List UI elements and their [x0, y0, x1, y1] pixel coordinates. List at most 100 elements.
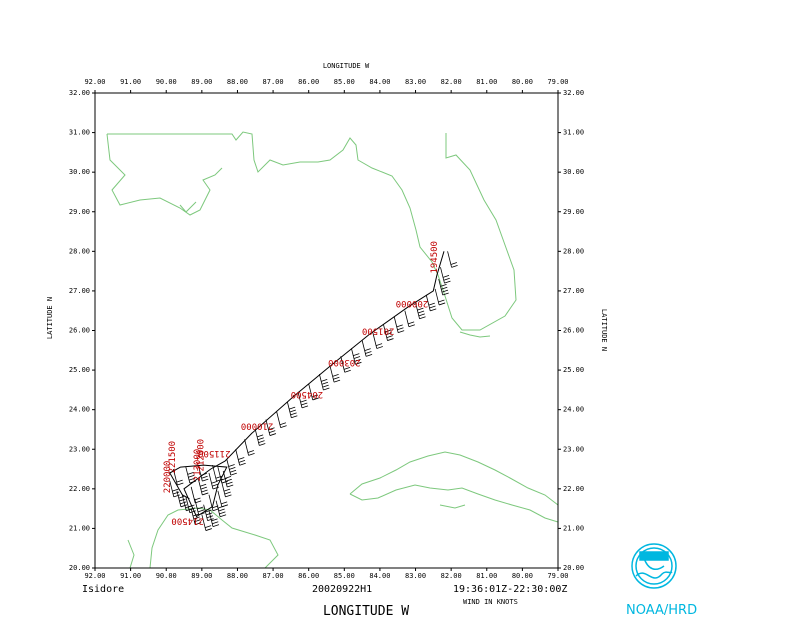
- lon-tick-label-top: 79.00: [547, 78, 568, 86]
- lat-tick-label-right: 25.00: [563, 366, 584, 374]
- lat-tick-label-left: 25.00: [69, 366, 90, 374]
- noaa-logo-icon: [631, 543, 677, 589]
- lon-tick-label-top: 86.00: [298, 78, 319, 86]
- wind-barb: [254, 429, 266, 446]
- lon-tick-label-top: 81.00: [476, 78, 497, 86]
- wind-barb: [208, 472, 220, 490]
- time-label: 200000: [396, 298, 429, 308]
- wind-barb: [276, 411, 287, 429]
- lat-tick-label-right: 30.00: [563, 168, 584, 176]
- wind-barb: [447, 251, 458, 268]
- lon-tick-label-bottom: 85.00: [334, 572, 355, 580]
- plot-frame: [94, 92, 559, 569]
- wind-barb: [265, 419, 277, 436]
- lon-tick-label-top: 84.00: [369, 78, 390, 86]
- lon-tick-label-bottom: 92.00: [84, 572, 105, 580]
- wind-barb: [201, 514, 212, 531]
- wind-barb: [318, 373, 330, 391]
- time-label: 203000: [328, 357, 361, 367]
- wind-barb: [208, 510, 220, 527]
- wind-barb: [208, 494, 220, 512]
- lon-tick-label-bottom: 90.00: [156, 572, 177, 580]
- wind-barb: [190, 486, 202, 504]
- wind-barb: [329, 366, 341, 383]
- wind-barb: [438, 278, 449, 296]
- wind-barb: [226, 459, 237, 476]
- agency-label: NOAA/HRD: [626, 603, 698, 618]
- flight-track: [169, 251, 445, 518]
- lon-tick-label-bottom: 80.00: [512, 572, 533, 580]
- wind-barb: [176, 490, 188, 508]
- bottom-axis-title: LONGITUDE W: [323, 604, 409, 619]
- lat-tick-label-right: 28.00: [563, 247, 584, 255]
- time-label: 210000: [241, 421, 274, 431]
- lat-tick-label-left: 21.00: [69, 524, 90, 532]
- wind-barb: [383, 324, 394, 341]
- track-line: [169, 251, 445, 518]
- lat-tick-label-left: 31.00: [69, 129, 90, 137]
- right-axis-title: LATITUDE N: [600, 309, 608, 351]
- lon-tick-label-top: 82.00: [441, 78, 462, 86]
- wind-barb: [181, 494, 193, 512]
- lon-tick-label-top: 87.00: [263, 78, 284, 86]
- lon-tick-label-bottom: 86.00: [298, 572, 319, 580]
- lat-tick-label-left: 27.00: [69, 287, 90, 295]
- wind-barb: [308, 383, 319, 401]
- lon-tick-label-top: 92.00: [84, 78, 105, 86]
- time-labels: 194500 200000 201500 203000 204500 210000 2115…: [163, 241, 440, 526]
- wind-barb: [172, 468, 184, 486]
- wind-barb: [244, 439, 255, 456]
- time-label: 214500: [171, 516, 204, 526]
- wind-barb: [372, 332, 383, 349]
- lat-tick-label-left: 23.00: [69, 445, 90, 453]
- wind-barb: [194, 498, 205, 516]
- lon-tick-label-bottom: 79.00: [547, 572, 568, 580]
- time-label: 204500: [291, 389, 324, 399]
- time-label: 213000: [193, 449, 203, 482]
- lon-tick-label-top: 80.00: [512, 78, 533, 86]
- lat-tick-label-right: 20.00: [563, 564, 584, 572]
- lon-tick-label-bottom: 82.00: [441, 572, 462, 580]
- wind-barb: [297, 391, 309, 409]
- lon-tick-label-top: 83.00: [405, 78, 426, 86]
- time-label: 211500: [198, 448, 231, 458]
- wind-barb: [440, 267, 451, 284]
- wind-barb: [404, 310, 415, 328]
- time-label: 201500: [362, 326, 395, 336]
- lon-tick-label-top: 85.00: [334, 78, 355, 86]
- wind-units-label: WIND IN KNOTS: [463, 598, 518, 606]
- wind-barb: [212, 464, 223, 482]
- wind-barb: [222, 470, 234, 488]
- lon-tick-label-top: 91.00: [120, 78, 141, 86]
- wind-barb: [434, 288, 446, 306]
- lat-tick-label-left: 30.00: [69, 168, 90, 176]
- wind-barb: [197, 464, 209, 482]
- lon-tick-label-bottom: 81.00: [476, 572, 497, 580]
- wind-barb: [361, 340, 373, 357]
- wind-barb: [203, 504, 214, 522]
- lat-tick-label-left: 24.00: [69, 406, 90, 414]
- lat-tick-label-left: 29.00: [69, 208, 90, 216]
- lat-tick-label-left: 20.00: [69, 564, 90, 572]
- time-label: 212000: [197, 439, 207, 472]
- lon-tick-label-top: 89.00: [191, 78, 212, 86]
- lon-tick-label-bottom: 91.00: [120, 572, 141, 580]
- wind-barb: [197, 478, 209, 496]
- wind-barb: [340, 356, 351, 373]
- wind-barb: [415, 302, 426, 320]
- wind-barb: [221, 480, 232, 498]
- time-label: 220000: [163, 461, 173, 494]
- wind-barb: [185, 466, 196, 484]
- lon-tick-label-bottom: 88.00: [227, 572, 248, 580]
- wind-barb: [286, 401, 298, 419]
- wind-barbs: [169, 251, 458, 531]
- wind-barb: [190, 508, 202, 526]
- lat-tick-label-right: 32.00: [563, 89, 584, 97]
- time-range: 19:36:01Z-22:30:00Z: [453, 584, 567, 595]
- lat-tick-label-right: 27.00: [563, 287, 584, 295]
- lat-tick-label-right: 31.00: [563, 129, 584, 137]
- lat-tick-label-left: 28.00: [69, 247, 90, 255]
- wind-barb: [235, 449, 246, 466]
- lat-tick-label-right: 26.00: [563, 327, 584, 335]
